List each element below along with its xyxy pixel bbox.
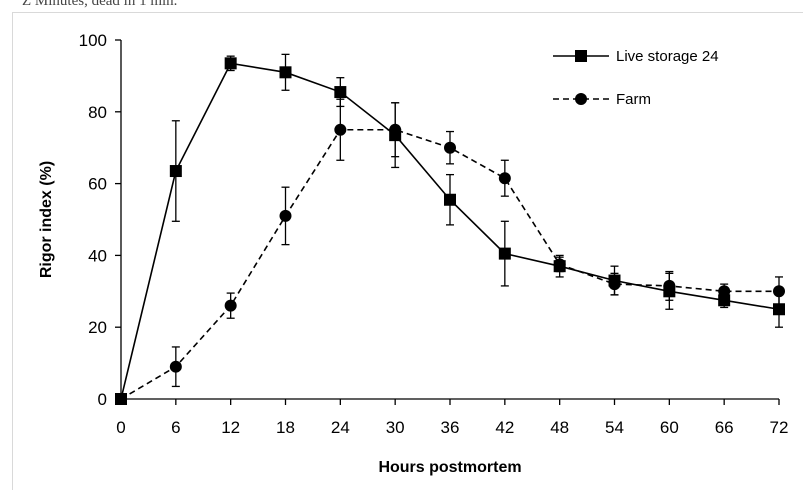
data-point-square bbox=[444, 193, 456, 206]
data-point-circle bbox=[498, 172, 511, 185]
series-line bbox=[120, 62, 780, 400]
data-point-square bbox=[718, 294, 731, 307]
data-point-circle bbox=[334, 123, 347, 136]
x-tick-label: 72 bbox=[770, 418, 789, 437]
data-point-circle bbox=[718, 285, 731, 298]
y-tick-label: 60 bbox=[88, 175, 107, 194]
y-axis-title: Rigor index (%) bbox=[38, 161, 55, 278]
data-point-square bbox=[224, 57, 237, 70]
data-point-square bbox=[334, 86, 347, 99]
y-tick-label: 0 bbox=[98, 390, 107, 409]
data-point-square bbox=[169, 165, 182, 178]
series-line bbox=[120, 128, 779, 400]
data-point-circle bbox=[444, 141, 456, 154]
data-point-circle bbox=[553, 258, 566, 271]
chart-frame bbox=[12, 12, 803, 490]
series-farm bbox=[115, 98, 785, 405]
legend-item: Live storage 24 bbox=[553, 48, 719, 65]
x-tick-label: 54 bbox=[605, 418, 624, 437]
x-tick-label: 36 bbox=[441, 418, 460, 437]
x-tick-label: 12 bbox=[221, 418, 240, 437]
x-tick-label: 30 bbox=[386, 418, 405, 437]
legend-label: Farm bbox=[616, 91, 651, 108]
legend-marker-circle bbox=[575, 93, 587, 105]
series-live-storage-24 bbox=[115, 53, 785, 405]
x-tick-label: 6 bbox=[171, 418, 180, 437]
data-point-circle bbox=[169, 360, 182, 373]
x-tick-label: 0 bbox=[116, 418, 125, 437]
caption-fragment: Z Minutes, dead in 1 min. bbox=[22, 0, 178, 9]
data-point-circle bbox=[389, 123, 402, 136]
x-tick-label: 18 bbox=[276, 418, 295, 437]
x-tick-label: 24 bbox=[331, 418, 350, 437]
data-point-circle bbox=[663, 279, 676, 292]
axes: 0 20 40 60 80 100 0 6 12 18 24 30 36 42 48 54 60 66 72 bbox=[79, 31, 789, 437]
y-tick-label: 100 bbox=[79, 31, 107, 50]
legend-item: Farm bbox=[553, 91, 651, 108]
data-point-circle bbox=[224, 299, 237, 312]
x-tick-label: 42 bbox=[495, 418, 514, 437]
y-tick-label: 40 bbox=[88, 246, 107, 265]
legend-marker-square bbox=[575, 50, 587, 62]
data-point-circle bbox=[773, 285, 785, 298]
x-tick-label: 60 bbox=[660, 418, 679, 437]
x-tick-label: 48 bbox=[550, 418, 569, 437]
series-layer bbox=[115, 53, 785, 405]
data-point-circle bbox=[608, 278, 621, 291]
data-point-circle bbox=[115, 393, 127, 405]
y-tick-label: 80 bbox=[88, 103, 107, 122]
x-axis-title: Hours postmortem bbox=[378, 459, 521, 476]
legend: Live storage 24 Farm bbox=[553, 48, 719, 108]
data-point-circle bbox=[279, 209, 292, 222]
legend-label: Live storage 24 bbox=[616, 48, 719, 65]
x-tick-label: 66 bbox=[715, 418, 734, 437]
data-point-square bbox=[498, 247, 511, 260]
data-point-square bbox=[279, 66, 292, 79]
y-tick-label: 20 bbox=[88, 318, 107, 337]
